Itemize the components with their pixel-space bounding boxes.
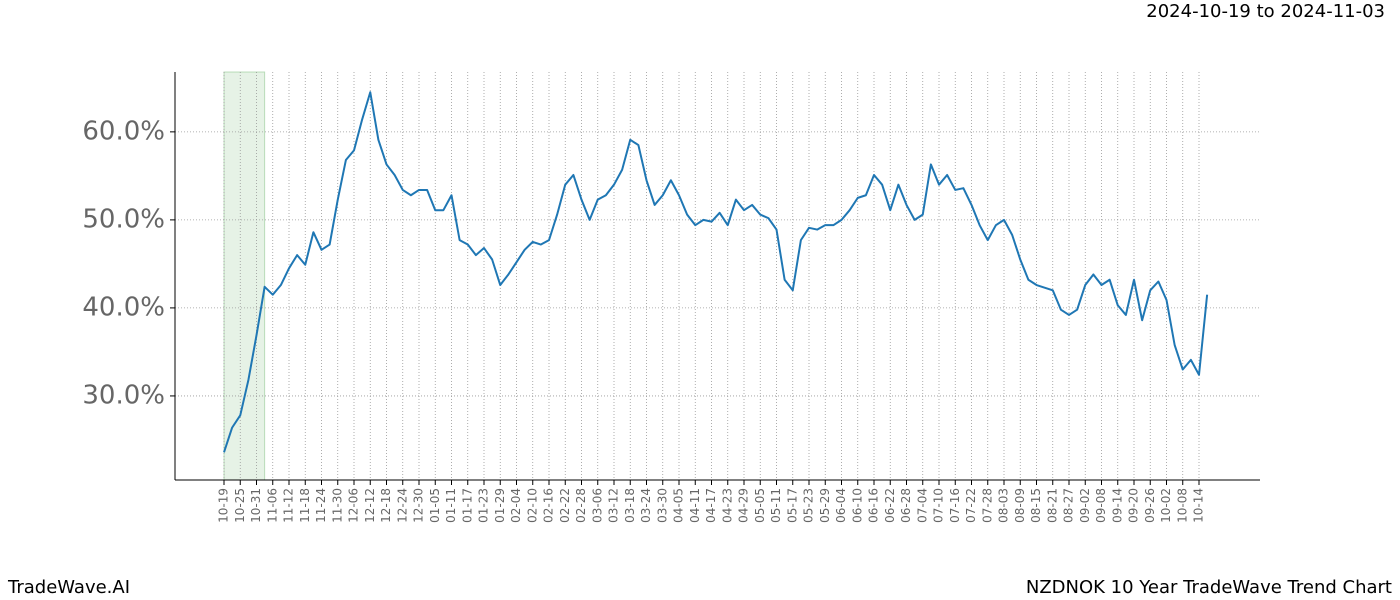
x-tick-label: 10-08 <box>1175 488 1189 523</box>
x-tick-label: 09-08 <box>1094 488 1108 523</box>
y-tick-label: 60.0% <box>82 116 165 146</box>
x-tick-label: 07-10 <box>932 488 946 523</box>
x-tick-label: 03-30 <box>655 488 669 523</box>
x-tick-label: 07-16 <box>948 488 962 523</box>
x-tick-label: 03-06 <box>590 488 604 523</box>
x-tick-label: 03-24 <box>639 488 653 523</box>
x-tick-label: 12-06 <box>347 488 361 523</box>
x-tick-label: 08-27 <box>1062 488 1076 523</box>
x-tick-label: 11-24 <box>314 488 328 523</box>
brand: TradeWave.AI <box>7 577 130 598</box>
x-tick-label: 06-04 <box>834 488 848 523</box>
x-tick-label: 01-17 <box>460 488 474 523</box>
x-tick-label: 07-04 <box>915 488 929 523</box>
x-tick-label: 08-15 <box>1029 488 1043 523</box>
highlight-band <box>223 71 266 481</box>
x-tick-label: 04-17 <box>704 488 718 523</box>
x-tick-label: 05-29 <box>818 488 832 523</box>
x-tick-label: 03-12 <box>607 488 621 523</box>
x-tick-label: 09-26 <box>1143 488 1157 523</box>
x-tick-label: 06-10 <box>850 488 864 523</box>
x-tick-label: 11-06 <box>265 488 279 523</box>
x-tick-label: 08-09 <box>1013 488 1027 523</box>
x-tick-label: 01-05 <box>428 488 442 523</box>
x-tick-label: 06-28 <box>899 488 913 523</box>
x-tick-label: 12-30 <box>412 488 426 523</box>
x-tick-label: 06-16 <box>867 488 881 523</box>
x-tick-label: 12-24 <box>395 488 409 523</box>
x-tick-label: 07-28 <box>980 488 994 523</box>
x-tick-label: 02-10 <box>525 488 539 523</box>
x-tick-label: 02-28 <box>574 488 588 523</box>
x-tick-label: 10-31 <box>249 488 263 523</box>
x-tick-label: 04-11 <box>688 488 702 523</box>
x-tick-label: 05-23 <box>802 488 816 523</box>
x-tick-label: 11-18 <box>298 488 312 523</box>
x-tick-label: 10-19 <box>217 488 231 523</box>
x-tick-label: 02-22 <box>558 488 572 523</box>
x-tick-label: 10-02 <box>1159 488 1173 523</box>
x-tick-label: 02-04 <box>509 488 523 523</box>
x-tick-label: 11-12 <box>282 488 296 523</box>
x-tick-label: 08-03 <box>997 488 1011 523</box>
x-tick-label: 12-18 <box>379 488 393 523</box>
y-tick-label: 30.0% <box>82 380 165 410</box>
x-tick-label: 09-20 <box>1127 488 1141 523</box>
x-tick-label: 04-29 <box>737 488 751 523</box>
data-line <box>223 91 1209 453</box>
x-tick-label: 05-05 <box>753 488 767 523</box>
x-tick-label: 01-11 <box>444 488 458 523</box>
x-tick-label: 09-02 <box>1078 488 1092 523</box>
x-tick-label: 03-18 <box>623 488 637 523</box>
x-tick-label: 01-23 <box>477 488 491 523</box>
x-tick-label: 02-16 <box>542 488 556 523</box>
x-tick-label: 04-23 <box>720 488 734 523</box>
x-tick-label: 10-14 <box>1192 488 1206 523</box>
x-tick-label: 04-05 <box>672 488 686 523</box>
x-tick-label: 01-29 <box>493 488 507 523</box>
chart-title: NZDNOK 10 Year TradeWave Trend Chart <box>1026 577 1392 598</box>
x-tick-label: 05-11 <box>769 488 783 523</box>
y-tick-label: 50.0% <box>82 204 165 234</box>
y-tick-label: 40.0% <box>82 292 165 322</box>
x-tick-label: 09-14 <box>1110 488 1124 523</box>
x-tick-label: 08-21 <box>1045 488 1059 523</box>
x-tick-label: 07-22 <box>964 488 978 523</box>
x-tick-label: 11-30 <box>330 488 344 523</box>
x-tick-label: 10-25 <box>233 488 247 523</box>
x-tick-label: 12-12 <box>363 488 377 523</box>
x-tick-label: 06-22 <box>883 488 897 523</box>
x-tick-label: 05-17 <box>785 488 799 523</box>
chart-subtitle: 2024-10-19 to 2024-11-03 <box>1146 1 1385 22</box>
